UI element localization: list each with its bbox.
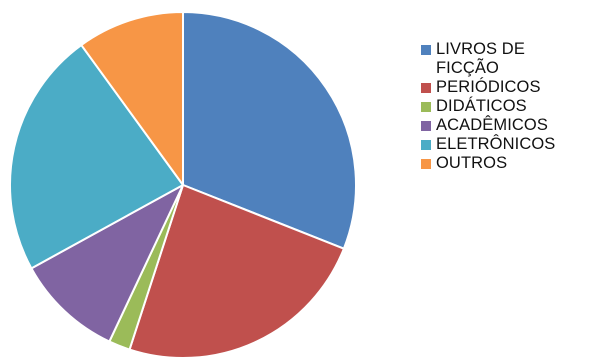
legend-item-outros: OUTROS [421, 154, 597, 173]
legend-label-academicos: ACADÊMICOS [436, 116, 548, 134]
legend-label-livros-de-ficcao: LIVROS DE FICÇÃO [436, 40, 525, 77]
legend-label-eletronicos: ELETRÔNICOS [436, 135, 556, 153]
legend-swatch-didaticos [421, 102, 431, 112]
pie-chart [9, 11, 357, 359]
legend-swatch-livros-de-ficcao [421, 45, 431, 55]
legend-label-periodicos: PERIÓDICOS [436, 78, 541, 96]
pie-slice-academicos [30, 184, 184, 343]
legend-label-outros: OUTROS [436, 154, 508, 172]
legend-swatch-eletronicos [421, 140, 431, 150]
pie-slice-periodicos [128, 184, 345, 359]
pie-slice-livros-de-ficcao [182, 11, 357, 250]
legend-item-periodicos: PERIÓDICOS [421, 78, 597, 97]
legend-item-livros-de-ficcao: LIVROS DE FICÇÃO [421, 40, 597, 78]
legend-swatch-periodicos [421, 83, 431, 93]
legend-item-academicos: ACADÊMICOS [421, 116, 597, 135]
legend-item-didaticos: DIDÁTICOS [421, 97, 597, 116]
legend-swatch-outros [421, 159, 431, 169]
legend-swatch-academicos [421, 121, 431, 131]
legend-label-didaticos: DIDÁTICOS [436, 97, 527, 115]
pie-slice-eletronicos [9, 44, 184, 270]
pie-slice-outros [80, 11, 184, 186]
legend-item-eletronicos: ELETRÔNICOS [421, 135, 597, 154]
legend: LIVROS DE FICÇÃO PERIÓDICOS DIDÁTICOS AC… [421, 40, 597, 173]
